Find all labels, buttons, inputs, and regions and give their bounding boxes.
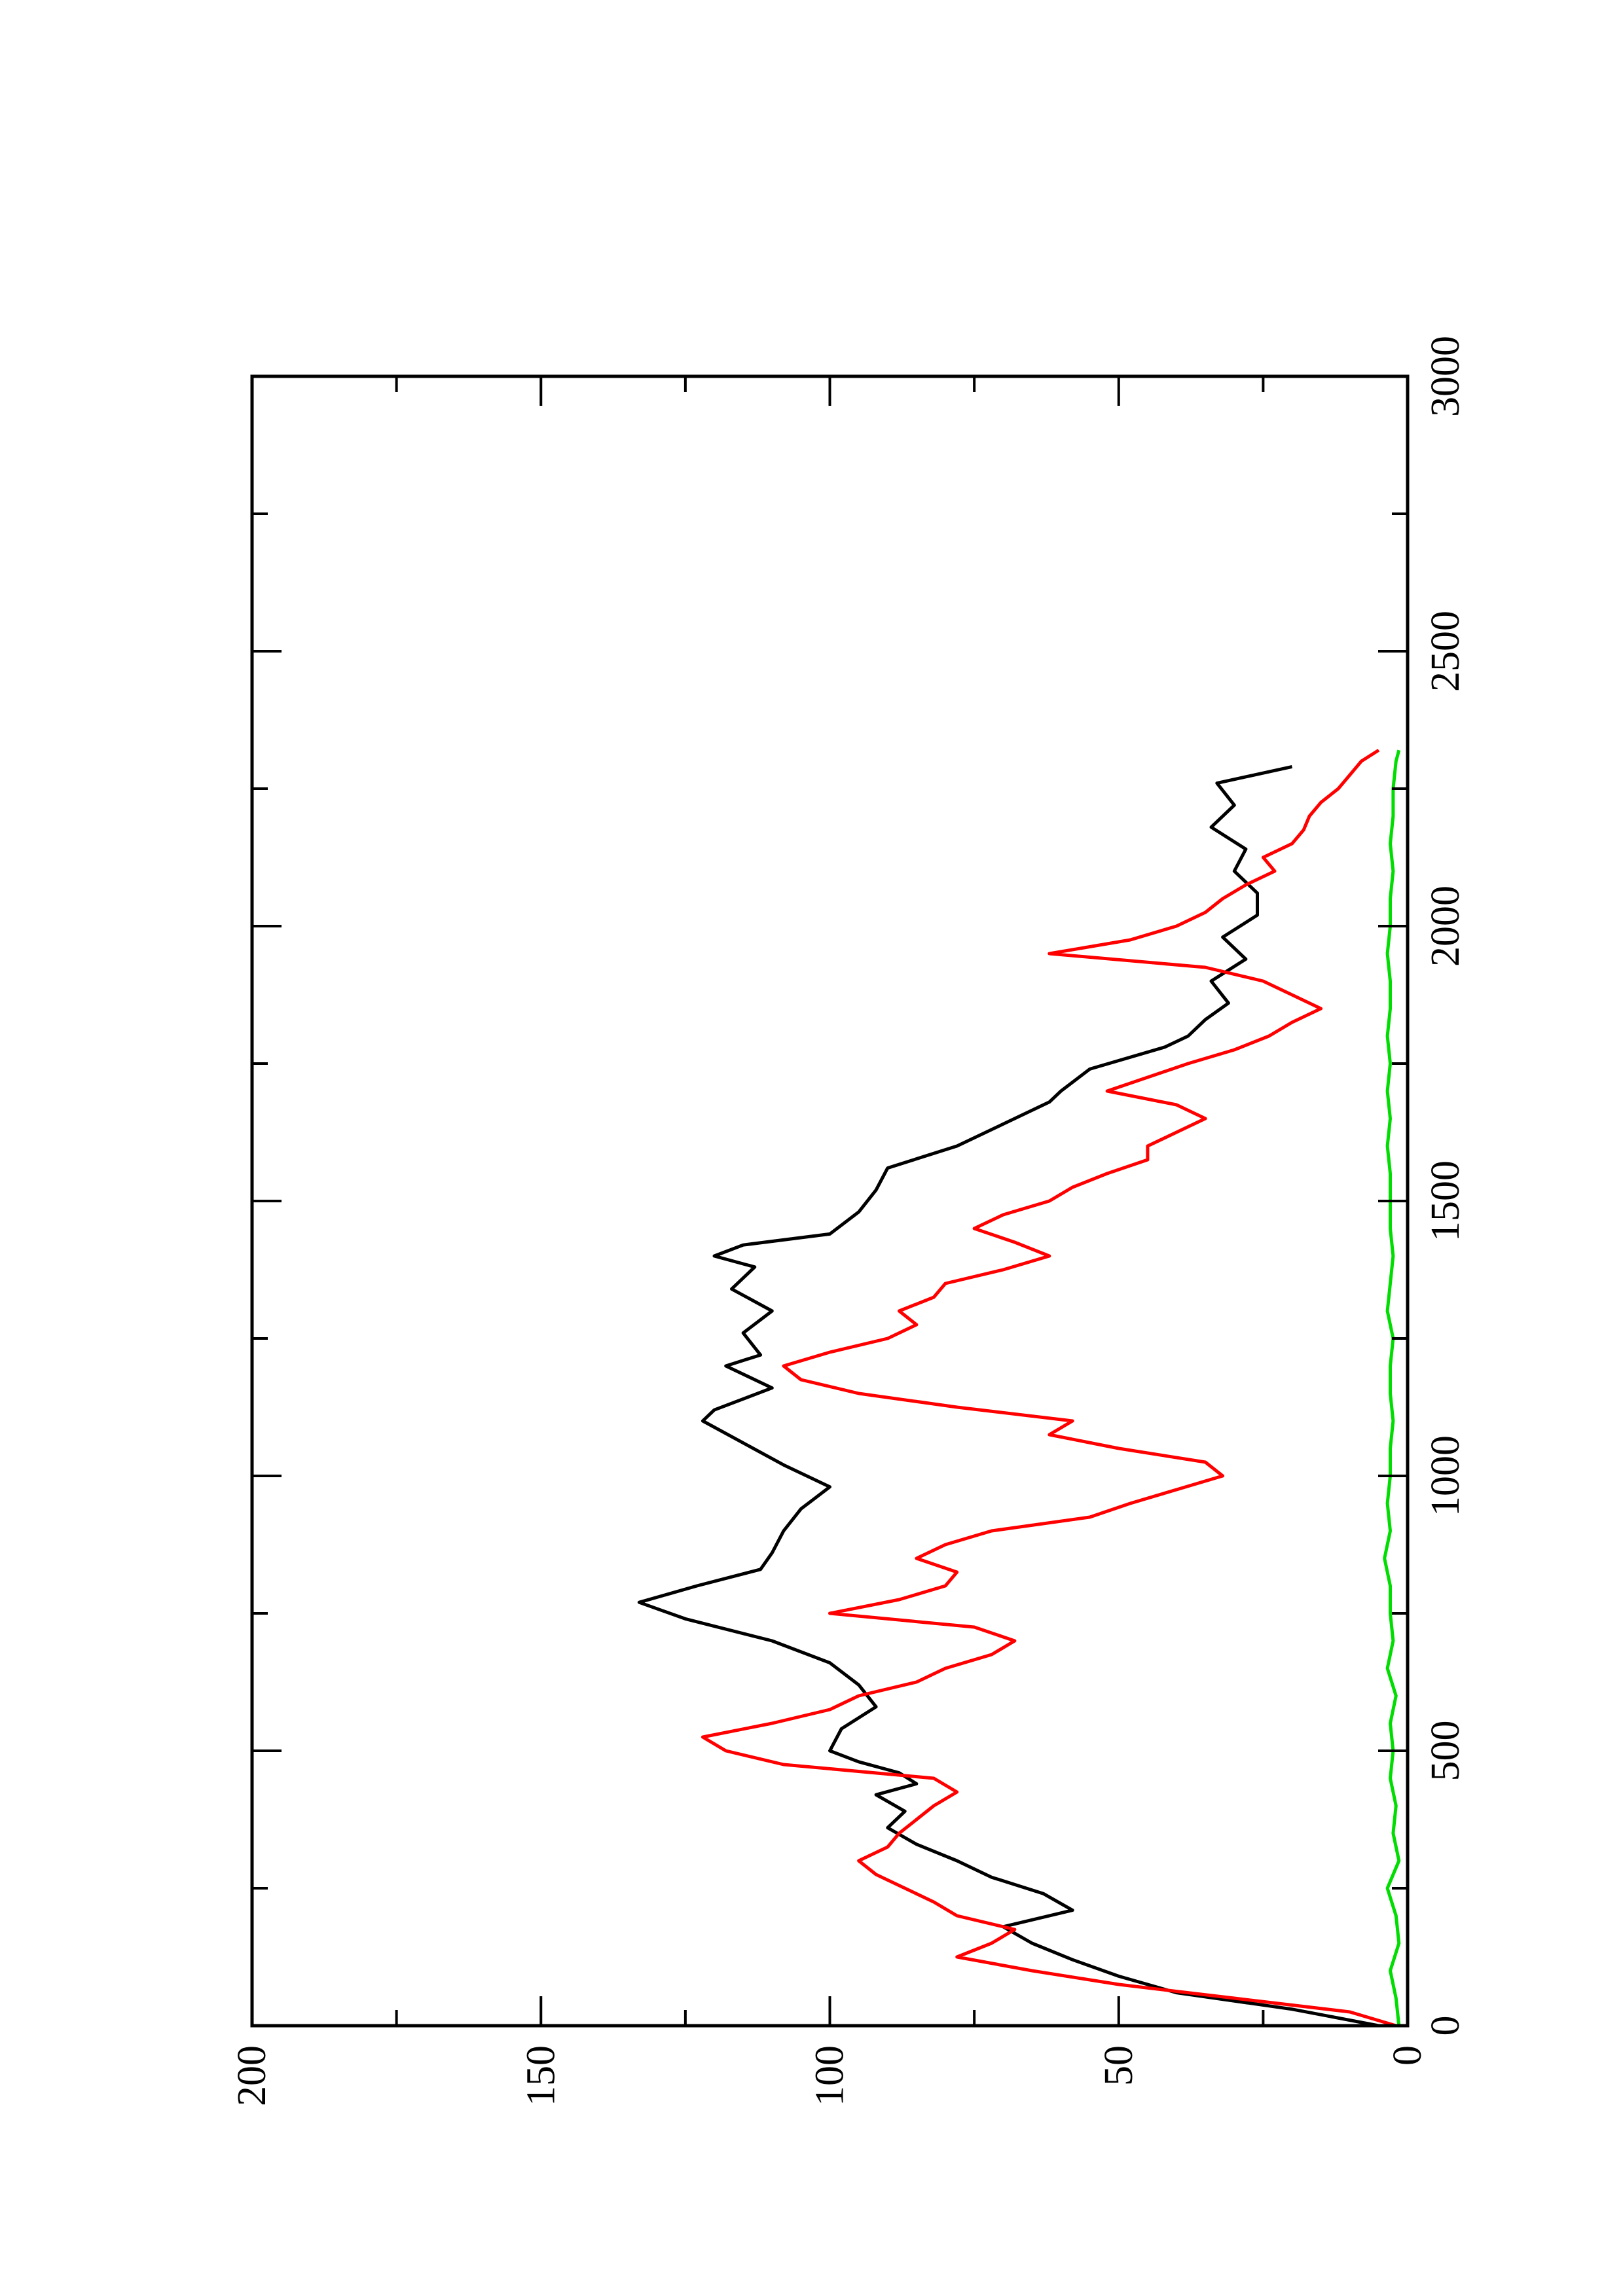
labels-layer: 0 500 1000 1500 2000 2500 3000 0 50 100 150 200 — [230, 336, 1468, 2106]
x-tick-label: 2500 — [1423, 611, 1468, 692]
ticks-layer — [251, 375, 1409, 2027]
x-tick-label: 3000 — [1423, 336, 1468, 417]
series-line-1 — [637, 764, 1379, 2028]
x-tick-label: 1000 — [1423, 1435, 1468, 1516]
y-tick-label: 0 — [1385, 2045, 1430, 2066]
x-tick-label: 1500 — [1423, 1160, 1468, 1242]
y-tick-label: 100 — [808, 2045, 852, 2106]
series-layer — [637, 749, 1401, 2028]
series-line-2 — [701, 749, 1397, 2028]
x-tick-label: 2000 — [1423, 886, 1468, 967]
x-tick-label: 0 — [1423, 2016, 1468, 2036]
y-tick-label: 150 — [519, 2045, 563, 2106]
x-tick-label: 500 — [1423, 1721, 1468, 1782]
series-line-3 — [1383, 749, 1401, 2026]
y-tick-label: 50 — [1097, 2045, 1141, 2086]
y-tick-label: 200 — [230, 2045, 274, 2106]
